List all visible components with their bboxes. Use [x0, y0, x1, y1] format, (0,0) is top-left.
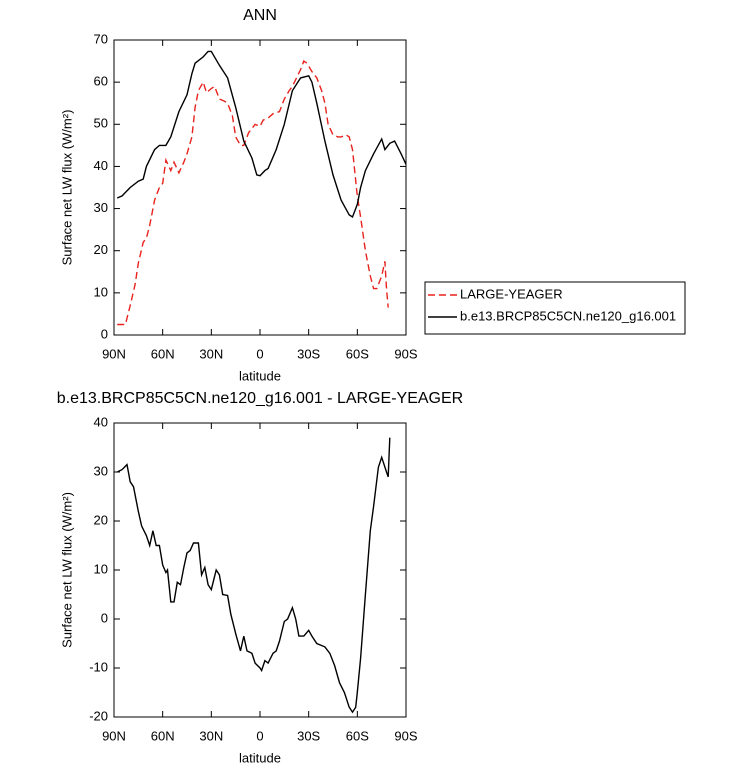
y-tick-label: 20 [94, 242, 108, 257]
y-tick-label: 20 [94, 512, 108, 527]
y-tick-label: -20 [89, 708, 108, 723]
legend-label: b.e13.BRCP85C5CN.ne120_g16.001 [460, 308, 676, 323]
y-tick-label: -10 [89, 659, 108, 674]
y-tick-label: 40 [94, 158, 108, 173]
x-tick-label: 30S [297, 346, 320, 361]
y-tick-label: 10 [94, 284, 108, 299]
x-tick-label: 30S [297, 728, 320, 743]
y-tick-label: 30 [94, 463, 108, 478]
x-tick-label: 30N [199, 346, 223, 361]
legend-box [424, 281, 686, 335]
x-axis-label: latitude [239, 750, 281, 765]
x-tick-label: 60N [151, 728, 175, 743]
y-tick-label: 0 [101, 326, 108, 341]
y-tick-label: 70 [94, 31, 108, 46]
x-tick-label: 90N [102, 728, 126, 743]
x-tick-label: 0 [256, 346, 263, 361]
x-tick-label: 90S [394, 346, 417, 361]
x-tick-label: 0 [256, 728, 263, 743]
legend-label: LARGE-YEAGER [460, 286, 563, 301]
x-tick-label: 60S [346, 346, 369, 361]
y-tick-label: 30 [94, 200, 108, 215]
data-line [116, 437, 391, 714]
x-tick-label: 60N [151, 346, 175, 361]
plot-frame [113, 39, 407, 336]
y-tick-label: 10 [94, 561, 108, 576]
chart-title: b.e13.BRCP85C5CN.ne120_g16.001 - LARGE-Y… [57, 390, 463, 407]
y-tick-label: 40 [94, 414, 108, 429]
x-tick-label: 90S [394, 728, 417, 743]
data-line [116, 50, 407, 219]
x-tick-label: 90N [102, 346, 126, 361]
y-axis-label: Surface net LW flux (W/m²) [59, 492, 74, 648]
x-tick-label: 60S [346, 728, 369, 743]
plot-frame [113, 422, 407, 718]
chart-title: ANN [243, 7, 277, 24]
x-tick-label: 30N [199, 728, 223, 743]
y-axis-label: Surface net LW flux (W/m²) [59, 110, 74, 266]
data-line [117, 60, 389, 326]
y-tick-label: 50 [94, 116, 108, 131]
y-tick-label: 60 [94, 74, 108, 89]
y-tick-label: 0 [101, 610, 108, 625]
x-axis-label: latitude [239, 368, 281, 383]
